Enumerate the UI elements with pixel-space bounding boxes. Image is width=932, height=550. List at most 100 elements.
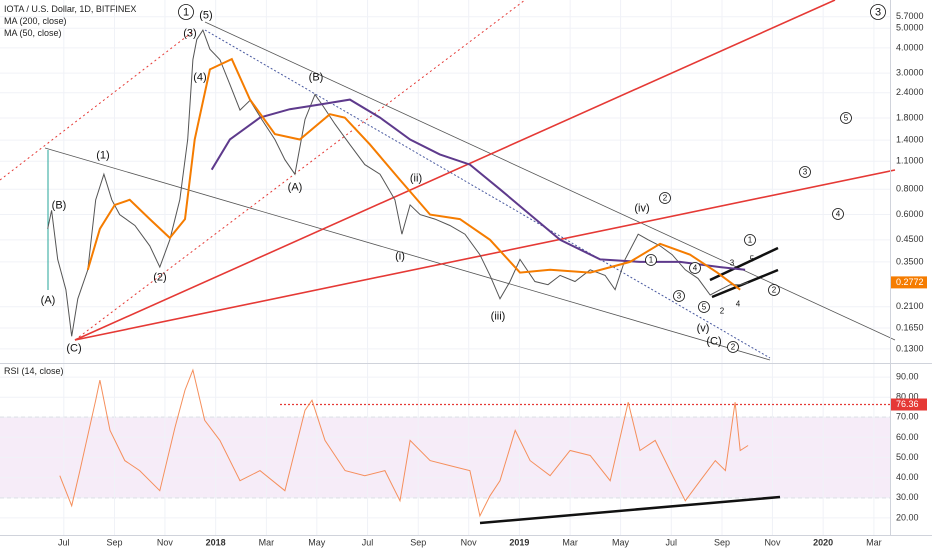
wave-label: 1	[649, 256, 654, 265]
wave-label: 1	[748, 236, 753, 245]
y-tick-label: 5.7000	[896, 11, 924, 21]
x-tick-label: Mar	[866, 537, 882, 547]
wave-label: (A)	[41, 294, 56, 306]
grid	[0, 0, 890, 535]
series-line	[47, 28, 749, 337]
wave-label: (i)	[395, 250, 405, 262]
x-tick-label: Jul	[666, 537, 678, 547]
wave-circle	[689, 262, 701, 274]
x-tick-label: 2019	[509, 537, 529, 547]
wave-circle	[832, 208, 844, 220]
wave-label: (A)	[288, 181, 303, 193]
wave-circle	[178, 4, 194, 20]
x-tick-label: Sep	[714, 537, 730, 547]
y-tick-label: 0.1300	[896, 343, 924, 353]
wave-label: 4	[836, 210, 841, 219]
chart-title: IOTA / U.S. Dollar, 1D, BITFINEX	[4, 4, 136, 14]
wave-label: 5	[750, 255, 755, 264]
wave-label: 2	[720, 307, 725, 316]
wave-circle	[870, 4, 886, 20]
level-tag	[891, 398, 927, 411]
x-tick-label: Nov	[461, 537, 478, 547]
wave-label: (4)	[193, 71, 206, 83]
plot: 5.7000 5.0000 4.0000 3.0000 2.4000 1.8000 1.40…	[41, 4, 927, 547]
y-tick-label: 0.4500	[896, 234, 924, 244]
wave-label: 3	[803, 168, 808, 177]
y-tick-label: 40.00	[896, 472, 919, 482]
series-line	[86, 57, 741, 291]
channel-line	[44, 147, 771, 361]
wave-label: 2	[663, 194, 668, 203]
wave-circle	[698, 301, 710, 313]
rsi-trend-line	[479, 495, 781, 525]
wave-label: (C)	[66, 342, 81, 354]
wave-label: 1	[183, 6, 189, 18]
wave-label: 2	[731, 343, 736, 352]
wave-label: (5)	[199, 9, 212, 21]
wave-circle	[744, 234, 756, 246]
wave-circle	[727, 341, 739, 353]
x-tick-label: Mar	[562, 537, 578, 547]
y-tick-label: 1.1000	[896, 156, 924, 166]
y-tick-label: 0.1650	[896, 322, 924, 332]
y-tick-label: 30.00	[896, 492, 919, 502]
last-price-label: 0.2772	[896, 277, 924, 287]
wave-label: (iv)	[634, 202, 649, 214]
wave-circle	[673, 290, 685, 302]
wave-label: (B)	[52, 199, 67, 211]
red-dotted-line	[74, 0, 526, 341]
y-tick-label: 20.00	[896, 512, 919, 522]
trend-lines	[0, 0, 896, 525]
wave-label: (3)	[183, 27, 196, 39]
y-tick-label: 1.4000	[896, 134, 924, 144]
wave-label: (B)	[309, 71, 324, 83]
x-tick-label: Sep	[107, 537, 123, 547]
legend-entry: MA (200, close)	[4, 16, 67, 26]
red-dotted-line	[0, 29, 196, 181]
wave-circle	[799, 166, 811, 178]
wave-label: 4	[736, 300, 741, 309]
wave-label: 3	[875, 6, 881, 18]
channel-line	[204, 21, 896, 341]
x-tick-label: Jul	[58, 537, 70, 547]
wave-label: (iii)	[491, 310, 506, 322]
x-tick-label: Nov	[764, 537, 781, 547]
wave-label: (ii)	[410, 172, 422, 184]
red-line	[74, 169, 896, 341]
wave-circle	[768, 284, 780, 296]
x-tick-label: May	[308, 537, 326, 547]
x-tick-label: 2018	[206, 537, 226, 547]
rsi-title: RSI (14, close)	[4, 366, 64, 376]
y-tick-label: 0.8000	[896, 184, 924, 194]
legend-entry: MA (50, close)	[4, 28, 62, 38]
y-tick-label: 1.8000	[896, 112, 924, 122]
wave-label: 2	[772, 286, 777, 295]
level-label: 76.36	[896, 399, 919, 409]
series-line	[59, 368, 749, 518]
wave-label: (2)	[153, 271, 166, 283]
wave-circle	[659, 192, 671, 204]
y-tick-label: 2.4000	[896, 87, 924, 97]
wave-label: 5	[702, 303, 707, 312]
y-tick-label: 5.0000	[896, 23, 924, 33]
wave-label: 3	[677, 292, 682, 301]
y-tick-label: 50.00	[896, 452, 919, 462]
wave-label: 5	[844, 114, 849, 123]
wave-label: (1)	[96, 149, 109, 161]
y-tick-label: 0.6000	[896, 209, 924, 219]
dotted-line	[204, 29, 771, 359]
x-tick-label: Jul	[362, 537, 374, 547]
y-tick-label: 0.3500	[896, 256, 924, 266]
y-tick-label: 60.00	[896, 432, 919, 442]
y-tick-label: 4.0000	[896, 42, 924, 52]
y-tick-label: 70.00	[896, 412, 919, 422]
y-tick-label: 3.0000	[896, 68, 924, 78]
wave-circle	[840, 112, 852, 124]
wave-label: (C)	[706, 335, 721, 347]
x-tick-label: Sep	[410, 537, 426, 547]
wave-label: (v)	[697, 322, 710, 334]
wave-label: 4	[693, 264, 698, 273]
y-tick-label: 80.00	[896, 392, 919, 402]
red-line	[74, 0, 836, 341]
